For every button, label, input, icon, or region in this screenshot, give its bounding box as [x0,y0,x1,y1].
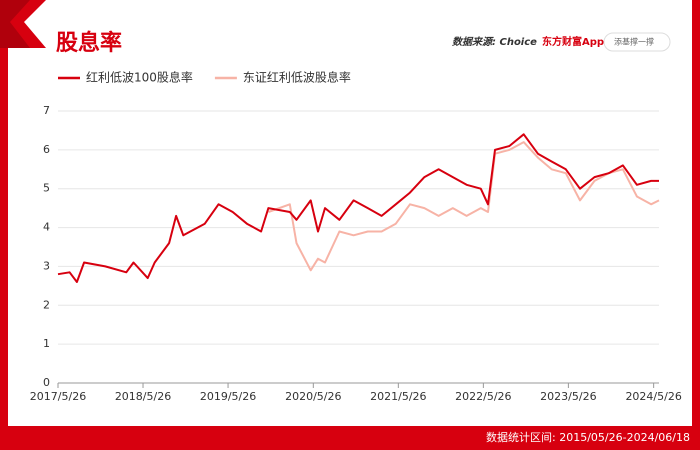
legend-label: 东证红利低波股息率 [243,70,351,85]
search-box[interactable] [603,32,671,52]
x-tick-label: 2021/5/26 [370,390,426,403]
title: 股息率 [56,30,122,56]
y-tick-label: 3 [43,259,50,272]
series-line [57,133,659,283]
corner-shade [0,0,30,48]
y-tick-label: 7 [43,104,50,117]
brand: 东方财富App [542,35,604,48]
source: 数据来源: Choice [452,36,537,48]
x-tick-label: 2022/5/26 [455,390,511,403]
footer: 数据统计区间: 2015/05/26-2024/06/18 [486,430,690,444]
x-tick-label: 2017/5/26 [30,390,86,403]
x-tick-label: 2023/5/26 [540,390,596,403]
panel [8,0,692,426]
series-line [268,141,660,272]
y-tick-label: 2 [43,298,50,311]
x-tick-label: 2024/5/26 [625,390,681,403]
y-tick-label: 6 [43,143,50,156]
x-tick-label: 2019/5/26 [200,390,256,403]
y-tick-label: 4 [43,221,50,234]
x-tick-label: 2020/5/26 [285,390,341,403]
x-tick-label: 2018/5/26 [115,390,171,403]
search-text[interactable]: 添基撑一撑 [614,37,654,47]
y-tick-label: 0 [43,376,50,389]
y-tick-label: 5 [43,182,50,195]
y-tick-label: 1 [43,337,50,350]
legend-label: 红利低波100股息率 [86,70,193,85]
